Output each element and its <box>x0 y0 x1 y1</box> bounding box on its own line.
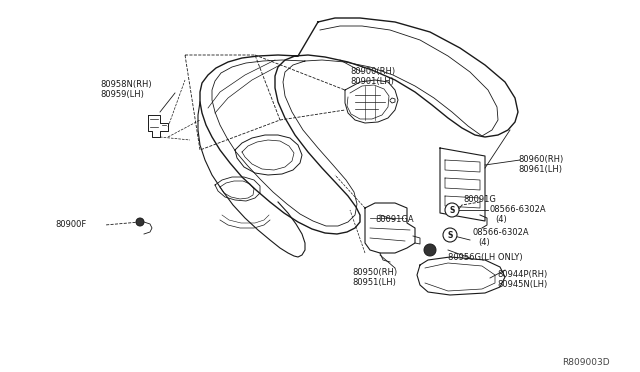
Text: (4): (4) <box>495 215 507 224</box>
Text: 80091G: 80091G <box>463 195 496 204</box>
Circle shape <box>443 228 457 242</box>
Text: R809003D: R809003D <box>563 358 610 367</box>
Text: 08566-6302A: 08566-6302A <box>473 228 530 237</box>
Text: 80958N(RH): 80958N(RH) <box>100 80 152 89</box>
Text: S: S <box>449 205 454 215</box>
Circle shape <box>136 218 144 226</box>
Text: 08566-6302A: 08566-6302A <box>490 205 547 214</box>
Text: 80956G(LH ONLY): 80956G(LH ONLY) <box>448 253 523 262</box>
Text: S: S <box>447 231 452 240</box>
Circle shape <box>445 203 459 217</box>
Text: 80959(LH): 80959(LH) <box>100 90 144 99</box>
Text: 80950(RH): 80950(RH) <box>352 268 397 277</box>
Text: 80961(LH): 80961(LH) <box>518 165 562 174</box>
Text: (4): (4) <box>478 238 490 247</box>
Text: 80960(RH): 80960(RH) <box>518 155 563 164</box>
Text: 80944P(RH): 80944P(RH) <box>497 270 547 279</box>
Circle shape <box>424 244 436 256</box>
Text: 80945N(LH): 80945N(LH) <box>497 280 547 289</box>
Text: 80900(RH): 80900(RH) <box>350 67 395 76</box>
Text: 80900F: 80900F <box>55 220 86 229</box>
Text: 80091GA: 80091GA <box>375 215 413 224</box>
Text: 80951(LH): 80951(LH) <box>352 278 396 287</box>
Text: 80901(LH): 80901(LH) <box>350 77 394 86</box>
